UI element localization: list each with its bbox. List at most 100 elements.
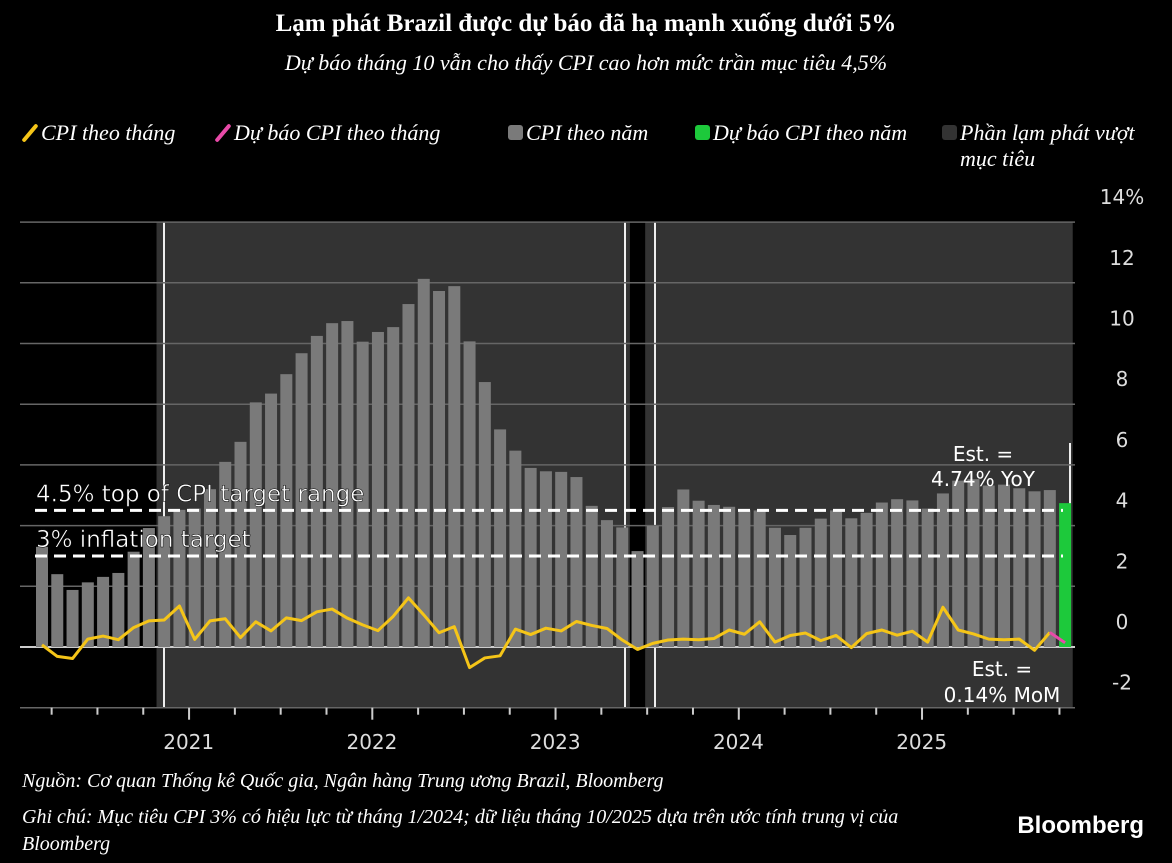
yoy-bar	[51, 574, 64, 647]
bloomberg-logo: Bloomberg	[1017, 812, 1144, 839]
yoy-bar	[188, 508, 201, 647]
yoy-bar	[341, 321, 354, 647]
yoy-bar	[494, 429, 507, 647]
chart-title: Lạm phát Brazil được dự báo đã hạ mạnh x…	[275, 10, 897, 37]
legend-label: Phần lạm phát vượt mục tiêu	[960, 120, 1135, 171]
yoy-bar	[433, 290, 446, 647]
y-tick-label: 2	[1116, 549, 1129, 573]
yoy-estimate-annotation: 4.74% YoY	[931, 467, 1036, 491]
y-tick-label: -2	[1112, 671, 1132, 695]
yoy-bar	[127, 551, 140, 647]
source-note: Nguồn: Cơ quan Thống kê Quốc gia, Ngân h…	[22, 770, 664, 792]
yoy-bar	[768, 527, 781, 647]
yoy-bar	[814, 518, 827, 647]
y-tick-label: 12	[1109, 246, 1134, 270]
yoy-bar	[723, 506, 736, 647]
yoy-bar	[906, 500, 919, 647]
yoy-bar	[326, 323, 339, 647]
yoy-bar	[539, 471, 552, 647]
yoy-bar	[142, 528, 155, 647]
x-tick-label: 2025	[896, 730, 947, 754]
yoy-bar	[402, 304, 415, 647]
yoy-bar	[524, 467, 537, 647]
legend-item-cpi-yearly-forecast: Dự báo CPI theo năm	[695, 120, 907, 146]
yoy-bar	[998, 484, 1011, 647]
yoy-bar	[509, 450, 522, 647]
legend-item-cpi-monthly: CPI theo tháng	[21, 120, 176, 146]
legend-label: Dự báo CPI theo tháng	[234, 120, 441, 145]
yoy-bar	[753, 510, 766, 647]
legend-label: CPI theo tháng	[41, 120, 176, 145]
yoy-bar	[387, 327, 400, 647]
yoy-bar	[417, 278, 430, 647]
yoy-bar	[555, 471, 568, 647]
legend-item-cpi-monthly-forecast: Dự báo CPI theo tháng	[214, 120, 441, 146]
yoy-bar	[799, 527, 812, 647]
dark-square-swatch-icon	[942, 125, 957, 140]
yoy-bar	[631, 551, 644, 647]
reference-line-label: 4.5% top of CPI target range	[36, 481, 364, 507]
y-tick-label: 6	[1116, 428, 1129, 452]
yoy-bar	[112, 572, 125, 647]
y-tick-label: 0	[1116, 610, 1129, 634]
yoy-bar	[1013, 488, 1026, 647]
y-tick-label: 8	[1116, 367, 1129, 391]
yoy-bar	[860, 512, 873, 647]
mom-estimate-annotation: 0.14% MoM	[944, 683, 1061, 707]
yoy-bar	[66, 589, 79, 647]
yoy-bar	[692, 500, 705, 647]
reference-line-label: 3% inflation target	[36, 527, 251, 553]
yoy-bar	[249, 402, 262, 647]
yoy-bar	[707, 504, 720, 647]
chart-subtitle: Dự báo tháng 10 vẫn cho thấy CPI cao hơn…	[284, 50, 888, 75]
legend-item-above-target: Phần lạm phát vượt mục tiêu	[942, 120, 1167, 172]
yoy-bar	[570, 477, 583, 647]
yoy-bar	[891, 499, 904, 647]
mom-forecast-line	[1048, 631, 1066, 644]
yoy-bar	[982, 485, 995, 647]
yoy-bar	[738, 510, 751, 647]
y-tick-label: 14%	[1100, 185, 1144, 209]
yoy-bar	[158, 516, 171, 647]
yoy-bar	[219, 461, 232, 647]
yoy-bar	[646, 525, 659, 647]
yoy-bar	[448, 286, 461, 647]
yoy-bar	[295, 353, 308, 647]
yoy-bar	[677, 489, 690, 647]
yoy-bar	[234, 441, 247, 647]
yoy-bar	[36, 546, 48, 647]
yoy-bar	[1043, 490, 1056, 647]
gray-square-swatch-icon	[508, 125, 523, 140]
yoy-bar	[784, 535, 797, 647]
yoy-bar	[952, 480, 965, 647]
yoy-bar	[356, 341, 369, 647]
yoy-bar	[830, 510, 843, 647]
yoy-bar	[585, 505, 598, 647]
green-square-swatch-icon	[695, 125, 710, 140]
yoy-bar	[845, 518, 858, 647]
yoy-bar	[463, 341, 476, 647]
yoy-bar	[1028, 491, 1041, 647]
legend-item-cpi-yearly: CPI theo năm	[508, 120, 648, 146]
x-tick-label: 2024	[713, 730, 764, 754]
yoy-bar	[662, 507, 675, 647]
yoy-bar	[936, 493, 949, 647]
yoy-bar	[967, 479, 980, 647]
yoy-bar	[203, 489, 216, 647]
yoy-bar	[616, 527, 629, 647]
yoy-bar	[97, 576, 110, 647]
yoy-bar	[875, 502, 888, 647]
x-tick-label: 2023	[530, 730, 581, 754]
mom-line	[41, 596, 1051, 670]
yoy-bar	[921, 508, 934, 647]
yoy-bar	[81, 582, 94, 647]
yoy-estimate-annotation: Est. =	[953, 442, 1013, 466]
yoy-bar	[265, 393, 278, 647]
mom-estimate-annotation: Est. =	[972, 657, 1032, 681]
yoy-bar	[478, 382, 491, 647]
yoy-bar	[600, 520, 613, 647]
yoy-bar	[371, 331, 384, 647]
x-tick-label: 2022	[346, 730, 397, 754]
legend-label: Dự báo CPI theo năm	[713, 120, 908, 145]
